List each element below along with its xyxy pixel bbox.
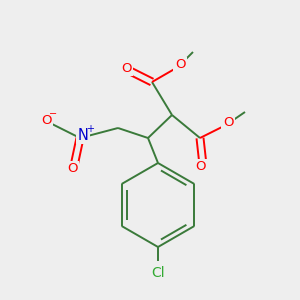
Text: O: O (196, 160, 206, 173)
Text: O: O (121, 61, 131, 74)
Text: O: O (41, 113, 51, 127)
Text: +: + (86, 124, 94, 134)
Text: O: O (67, 163, 77, 176)
Text: O: O (223, 116, 233, 130)
Text: N: N (78, 128, 88, 142)
Text: Cl: Cl (151, 266, 165, 280)
Text: O: O (175, 58, 185, 71)
Text: −: − (49, 109, 57, 119)
